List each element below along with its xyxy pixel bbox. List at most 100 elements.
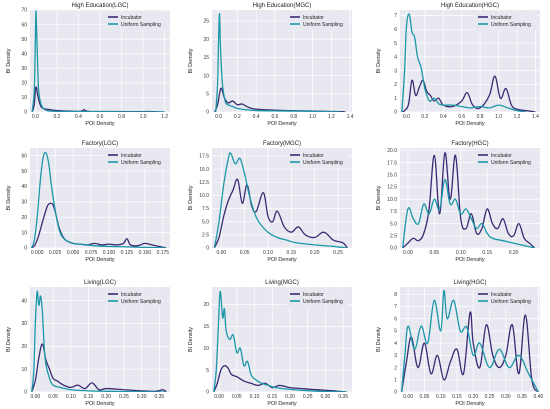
- chart-title: Factory(HGC): [451, 141, 488, 147]
- x-axis-label: POI Density: [455, 401, 485, 407]
- y-axis-label: BI Density: [6, 48, 12, 73]
- x-tick-label: 1.2: [513, 114, 520, 120]
- y-tick-label: 12.5: [387, 185, 397, 191]
- y-tick-label: 12.5: [199, 180, 209, 186]
- x-tick-label: 0.125: [121, 250, 134, 256]
- x-tick-label: 0.05: [240, 250, 250, 256]
- chart-panel: 0.0 0.2 0.4 0.6 0.8 1.0 1.2 1.4 0 1 2 3 4 5 6 7 High Edu…: [376, 3, 540, 127]
- chart-panel: 0.00 0.05 0.10 0.15 0.20 0.0 2.5 5.0 7.5 10.0 12.5…: [376, 141, 540, 263]
- y-tick-label: 2.5: [202, 233, 209, 239]
- x-tick-label: 0.30: [501, 394, 511, 400]
- legend-label: Uniform Sampling: [491, 22, 531, 28]
- y-tick-label: 10: [21, 230, 27, 236]
- x-tick-label: 0.00: [30, 394, 40, 400]
- y-tick-label: 50: [21, 169, 27, 175]
- x-tick-label: 0.20: [509, 250, 519, 256]
- y-tick-label: 10.0: [387, 197, 397, 203]
- legend-label: Incubator: [303, 292, 324, 298]
- y-axis-label: BI Density: [188, 327, 194, 352]
- legend-label: Uniform Sampling: [121, 160, 161, 166]
- x-tick-label: 0.10: [250, 394, 260, 400]
- chart-title: Factory(LGC): [82, 141, 118, 147]
- x-tick-label: 0.0: [215, 114, 222, 120]
- x-axis-label: POI Density: [85, 257, 115, 263]
- y-tick-label: 50: [21, 37, 27, 43]
- series-line: [30, 151, 167, 248]
- series-line: [31, 343, 167, 392]
- x-tick-label: 0.35: [154, 394, 164, 400]
- x-tick-label: 0.00: [403, 250, 413, 256]
- y-axis-label: BI Density: [6, 327, 12, 352]
- x-tick-label: 0.4: [440, 114, 447, 120]
- series-line: [402, 152, 536, 248]
- chart-panel: 0.0 0.2 0.4 0.6 0.8 1.0 1.2 0 10 20 30 40 50 60 70 High…: [6, 3, 170, 127]
- y-axis-label: BI Density: [376, 48, 382, 73]
- chart-title: Living(MGC): [265, 280, 299, 286]
- series-line: [31, 10, 165, 112]
- x-tick-label: 0.6: [458, 114, 465, 120]
- y-tick-label: 1: [394, 377, 397, 383]
- x-axis-label: POI Density: [85, 121, 115, 127]
- series-line: [400, 290, 539, 392]
- series-line: [401, 179, 535, 248]
- x-tick-label: 0.30: [321, 394, 331, 400]
- y-tick-label: 4: [394, 55, 397, 61]
- legend-box: [475, 12, 537, 30]
- y-tick-label: 10: [21, 95, 27, 101]
- x-tick-label: 0.40: [534, 394, 544, 400]
- y-tick-label: 10: [203, 346, 209, 352]
- y-tick-label: 2.5: [390, 234, 397, 240]
- x-tick-label: 0.00: [216, 250, 226, 256]
- x-tick-label: 0.050: [67, 250, 80, 256]
- x-tick-label: 0.25: [333, 250, 343, 256]
- y-tick-label: 25: [203, 19, 209, 25]
- chart-panel: 0.000 0.025 0.050 0.075 0.100 0.125 0.150 0.175…: [6, 141, 170, 263]
- y-tick-label: 0: [206, 390, 209, 396]
- x-tick-label: 0.075: [85, 250, 98, 256]
- y-tick-label: 0: [24, 246, 27, 252]
- y-tick-label: 70: [21, 8, 27, 14]
- x-tick-label: 0.35: [338, 394, 348, 400]
- legend-label: Incubator: [491, 15, 512, 21]
- x-tick-label: 0.20: [310, 250, 320, 256]
- y-tick-label: 0: [394, 110, 397, 116]
- y-tick-label: 60: [21, 153, 27, 159]
- legend-label: Incubator: [303, 15, 324, 21]
- series-line: [215, 12, 341, 112]
- x-tick-label: 0.35: [517, 394, 527, 400]
- y-tick-label: 30: [21, 321, 27, 327]
- legend-box: [287, 289, 349, 307]
- y-tick-label: 2: [394, 82, 397, 88]
- y-tick-label: 0: [24, 390, 27, 396]
- x-tick-label: 0.15: [452, 394, 462, 400]
- x-tick-label: 0.20: [285, 394, 295, 400]
- x-tick-label: 0.25: [119, 394, 129, 400]
- x-tick-label: 0.05: [420, 394, 430, 400]
- legend-label: Incubator: [121, 15, 142, 21]
- x-tick-label: 0.20: [468, 394, 478, 400]
- x-tick-label: 0.150: [139, 250, 152, 256]
- x-tick-label: 0.000: [31, 250, 44, 256]
- y-tick-label: 0: [394, 390, 397, 396]
- y-tick-label: 15.0: [387, 173, 397, 179]
- y-tick-label: 10: [21, 367, 27, 373]
- y-tick-label: 40: [21, 184, 27, 190]
- x-tick-label: 0.10: [456, 250, 466, 256]
- legend-box: [105, 12, 167, 30]
- y-tick-label: 20: [21, 215, 27, 221]
- x-tick-label: 0.25: [303, 394, 313, 400]
- x-tick-label: 0.025: [49, 250, 62, 256]
- y-tick-label: 0: [206, 246, 209, 252]
- series-line: [401, 13, 527, 112]
- chart-title: Factory(MGC): [263, 141, 301, 147]
- y-tick-label: 0: [24, 110, 27, 116]
- x-tick-label: 0.05: [429, 250, 439, 256]
- x-axis-label: POI Density: [267, 401, 297, 407]
- y-tick-label: 5: [206, 91, 209, 97]
- series-line: [213, 152, 348, 248]
- x-tick-label: 0.15: [482, 250, 492, 256]
- legend-label: Incubator: [491, 153, 512, 159]
